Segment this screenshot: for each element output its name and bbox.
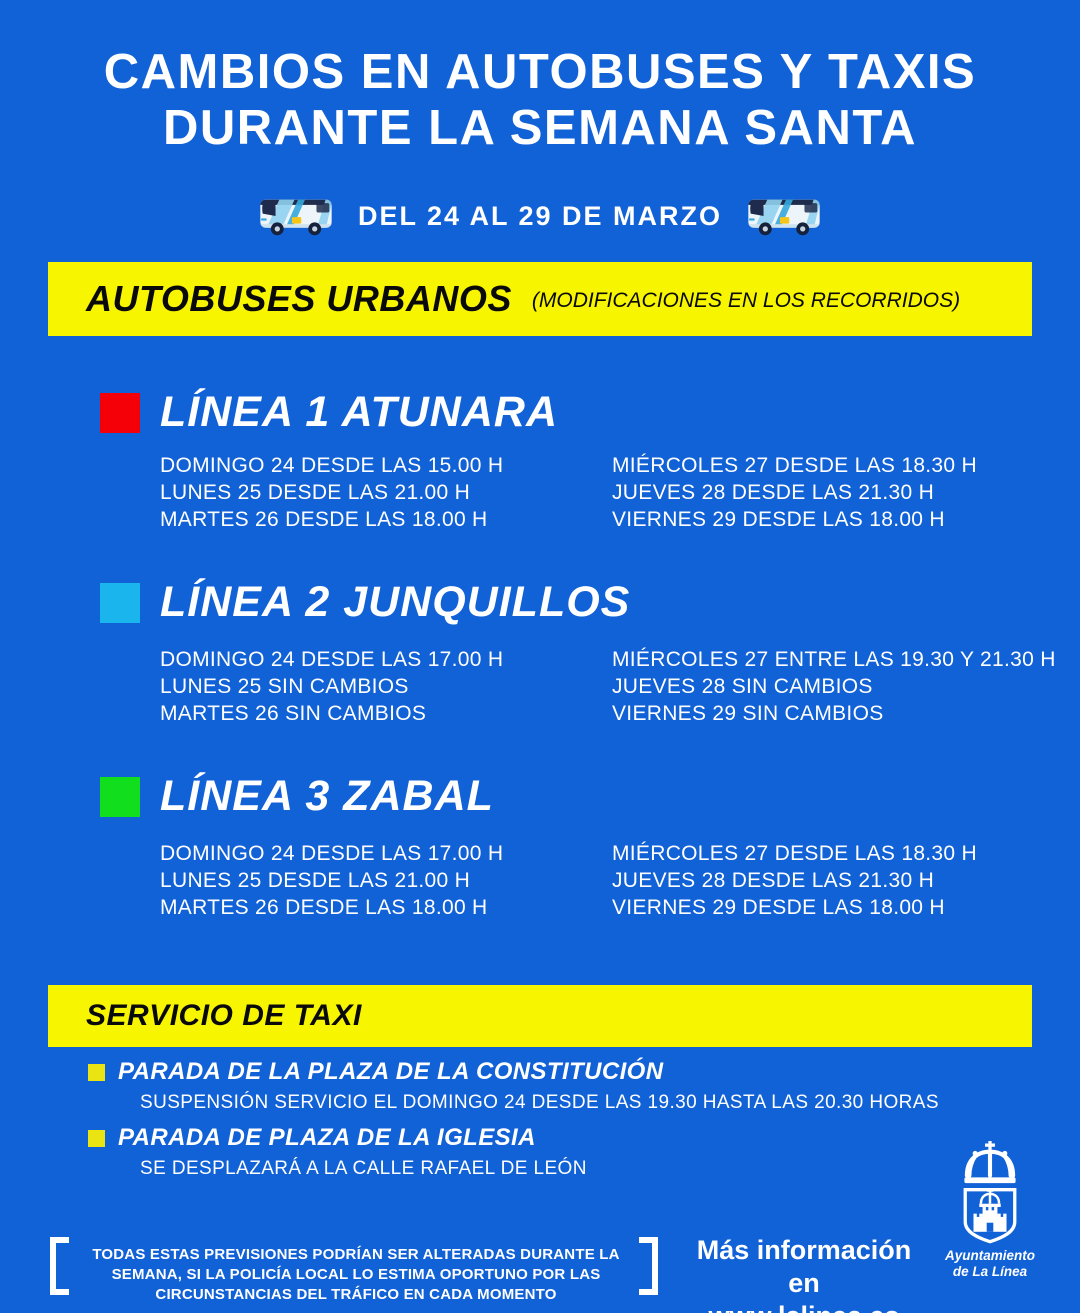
disclaimer-text: TODAS ESTAS PREVISIONES PODRÍAN SER ALTE… — [92, 1246, 620, 1303]
page-title-line2: DURANTE LA SEMANA SANTA — [162, 101, 918, 155]
line1-schedule-left: DOMINGO 24 DESDE LAS 15.00 H LUNES 25 DE… — [160, 452, 503, 533]
disclaimer-bracket-right — [639, 1237, 658, 1295]
schedule-entry: MIÉRCOLES 27 DESDE LAS 18.30 H — [612, 454, 977, 477]
ayuntamiento-logo: Ayuntamiento de La Línea — [928, 1141, 1052, 1280]
taxi-service-banner: SERVICIO DE TAXI — [48, 985, 1032, 1047]
schedule-entry: VIERNES 29 DESDE LAS 18.00 H — [612, 896, 945, 919]
taxi-stop-1-detail: SUSPENSIÓN SERVICIO EL DOMINGO 24 DESDE … — [140, 1092, 939, 1113]
schedule-entry: VIERNES 29 DESDE LAS 18.00 H — [612, 508, 945, 531]
taxi-stop-bullet — [88, 1129, 105, 1147]
taxi-stop-bullet — [88, 1063, 105, 1081]
bus-icon — [258, 194, 334, 238]
more-info-label: Más información en — [696, 1235, 912, 1298]
schedule-entry: LUNES 25 DESDE LAS 21.00 H — [160, 869, 471, 892]
logo-caption: Ayuntamiento de La Línea — [928, 1248, 1052, 1280]
taxi-stop-2: PARADA DE PLAZA DE LA IGLESIA — [88, 1124, 536, 1152]
urban-buses-banner-title: AUTOBUSES URBANOS — [86, 278, 512, 319]
schedule-entry: MARTES 26 DESDE LAS 18.00 H — [160, 896, 488, 919]
taxi-stop-1-name: PARADA DE LA PLAZA DE LA CONSTITUCIÓN — [118, 1058, 664, 1085]
schedule-entry: MIÉRCOLES 27 DESDE LAS 18.30 H — [612, 842, 977, 865]
line3-schedule-left: DOMINGO 24 DESDE LAS 17.00 H LUNES 25 DE… — [160, 840, 503, 921]
logo-caption-line1: Ayuntamiento — [944, 1248, 1035, 1263]
date-range-row: DEL 24 AL 29 DE MARZO — [0, 190, 1080, 242]
taxi-service-banner-title: SERVICIO DE TAXI — [86, 999, 362, 1032]
page-title-line1: CAMBIOS EN AUTOBUSES Y TAXIS — [103, 45, 977, 99]
line2-name: LÍNEA 2 JUNQUILLOS — [160, 578, 631, 626]
schedule-entry: LUNES 25 SIN CAMBIOS — [160, 675, 409, 698]
line3-name: LÍNEA 3 ZABAL — [160, 772, 494, 820]
urban-buses-banner: AUTOBUSES URBANOS (MODIFICACIONES EN LOS… — [48, 262, 1032, 336]
line3-schedule-right: MIÉRCOLES 27 DESDE LAS 18.30 H JUEVES 28… — [612, 840, 977, 921]
taxi-stop-2-detail: SE DESPLAZARÁ A LA CALLE RAFAEL DE LEÓN — [140, 1158, 587, 1179]
line2-color-marker — [100, 582, 140, 623]
urban-buses-banner-note: (MODIFICACIONES EN LOS RECORRIDOS) — [531, 288, 961, 312]
crown-shield-icon — [963, 1141, 1017, 1244]
schedule-entry: MARTES 26 DESDE LAS 18.00 H — [160, 508, 488, 531]
line3-heading: LÍNEA 3 ZABAL — [100, 772, 494, 821]
more-info-url-link[interactable]: www.lalinea.es — [678, 1300, 930, 1313]
schedule-entry: JUEVES 28 SIN CAMBIOS — [612, 675, 873, 698]
date-range-text: DEL 24 AL 29 DE MARZO — [357, 200, 723, 231]
taxi-stop-2-name: PARADA DE PLAZA DE LA IGLESIA — [118, 1124, 536, 1151]
more-info-block: Más información en www.lalinea.es — [678, 1234, 930, 1313]
line2-schedule-left: DOMINGO 24 DESDE LAS 17.00 H LUNES 25 SI… — [160, 646, 503, 727]
line1-schedule-right: MIÉRCOLES 27 DESDE LAS 18.30 H JUEVES 28… — [612, 452, 977, 533]
schedule-entry: MIÉRCOLES 27 ENTRE LAS 19.30 Y 21.30 H — [612, 648, 1056, 671]
line2-schedule-right: MIÉRCOLES 27 ENTRE LAS 19.30 Y 21.30 H J… — [612, 646, 1056, 727]
line3-color-marker — [100, 776, 140, 817]
schedule-entry: VIERNES 29 SIN CAMBIOS — [612, 702, 884, 725]
taxi-stop-1: PARADA DE LA PLAZA DE LA CONSTITUCIÓN — [88, 1058, 663, 1086]
schedule-entry: DOMINGO 24 DESDE LAS 15.00 H — [160, 454, 504, 477]
schedule-entry: JUEVES 28 DESDE LAS 21.30 H — [612, 869, 935, 892]
line1-name: LÍNEA 1 ATUNARA — [160, 388, 559, 436]
line1-color-marker — [100, 392, 140, 433]
schedule-entry: LUNES 25 DESDE LAS 21.00 H — [160, 481, 471, 504]
line2-heading: LÍNEA 2 JUNQUILLOS — [100, 578, 630, 627]
logo-caption-line2: de La Línea — [952, 1264, 1028, 1279]
schedule-entry: DOMINGO 24 DESDE LAS 17.00 H — [160, 648, 504, 671]
schedule-entry: MARTES 26 SIN CAMBIOS — [160, 702, 427, 725]
bus-icon — [746, 194, 822, 238]
line1-heading: LÍNEA 1 ATUNARA — [100, 388, 558, 437]
disclaimer-bracket-left — [50, 1237, 69, 1295]
schedule-entry: JUEVES 28 DESDE LAS 21.30 H — [612, 481, 935, 504]
page-title: CAMBIOS EN AUTOBUSES Y TAXIS DURANTE LA … — [0, 44, 1080, 156]
schedule-entry: DOMINGO 24 DESDE LAS 17.00 H — [160, 842, 504, 865]
